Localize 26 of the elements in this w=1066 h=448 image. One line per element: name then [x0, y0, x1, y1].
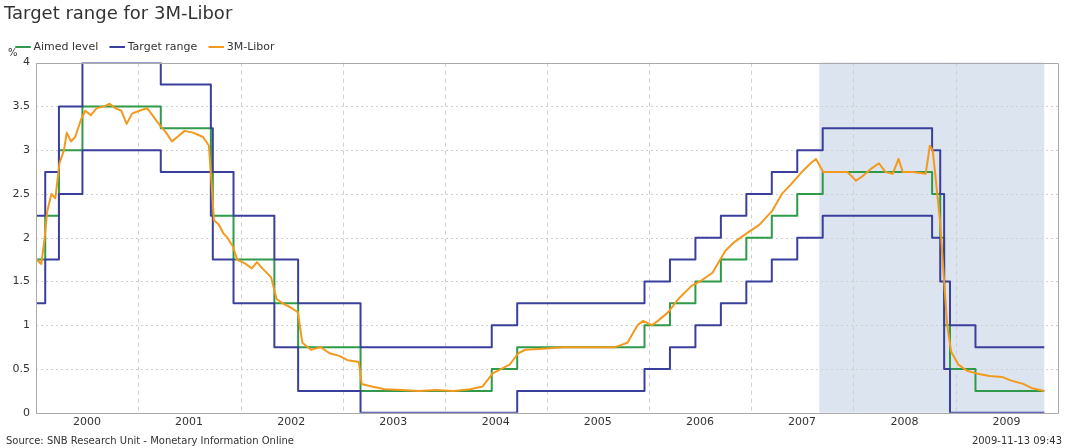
x-tick-label: 2001: [175, 415, 204, 429]
y-tick-label: 3: [23, 143, 30, 157]
y-tick-label: 4: [23, 55, 30, 69]
chart-title: Target range for 3M-Libor: [3, 2, 233, 24]
x-tick-label: 2008: [890, 415, 919, 429]
y-tick-label: 0.5: [12, 361, 30, 375]
legend-label: Aimed level: [33, 39, 99, 53]
x-tick-label: 2004: [481, 415, 510, 429]
source-note: Source: SNB Research Unit - Monetary Information Online: [6, 434, 294, 446]
x-tick-label: 2002: [277, 415, 306, 429]
y-tick-label: 2: [23, 230, 30, 244]
y-tick-label: 1.5: [12, 274, 30, 288]
y-tick-label: 2.5: [12, 186, 30, 200]
y-tick-label: 1: [23, 318, 30, 332]
text: 2009-11-13 09:43: [971, 434, 1062, 446]
x-tick-label: 2000: [72, 415, 101, 429]
y-axis-title: %: [8, 47, 18, 59]
y-tick-label: 3.5: [12, 99, 30, 113]
legend-label: Target range: [126, 39, 198, 53]
x-tick-label: 2009: [992, 415, 1021, 429]
y-tick-label: 0: [23, 405, 30, 419]
x-tick-label: 2006: [685, 415, 714, 429]
legend-label: 3M-Libor: [226, 39, 276, 53]
x-tick-label: 2005: [583, 415, 612, 429]
x-tick-label: 2003: [379, 415, 408, 429]
x-tick-label: 2007: [788, 415, 817, 429]
